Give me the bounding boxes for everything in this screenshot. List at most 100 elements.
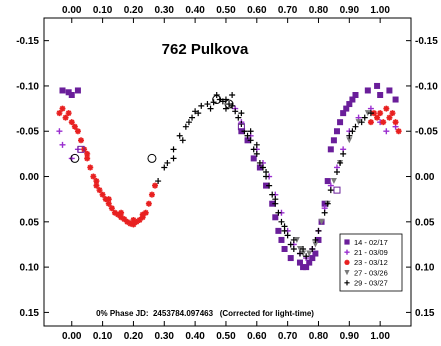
- x-tick-label-top-9: 0.90: [340, 5, 360, 16]
- y-tick-label-right-0: -0.15: [415, 36, 438, 47]
- x-tick-label-bottom-6: 0.60: [247, 331, 267, 342]
- data-point-s4-43: [340, 150, 347, 157]
- data-point-s4-40: [321, 209, 328, 216]
- data-point-s0-23: [312, 250, 319, 257]
- data-point-s4-3: [170, 146, 177, 153]
- data-point-s2-4: [68, 119, 75, 126]
- data-point-s2-14: [99, 191, 106, 198]
- data-point-s2-5: [71, 123, 78, 130]
- y-tick-label-left-0: -0.15: [16, 36, 39, 47]
- x-tick-label-bottom-4: 0.40: [185, 331, 205, 342]
- data-point-s5-0: [70, 153, 80, 163]
- data-point-s0-3: [74, 87, 81, 94]
- x-tick-label-bottom-1: 0.10: [93, 331, 113, 342]
- data-point-s2-43: [386, 114, 393, 121]
- data-point-s4-31: [278, 218, 285, 225]
- series-3: [293, 110, 371, 257]
- data-point-s2-41: [380, 119, 387, 126]
- data-point-s0-37: [256, 164, 263, 171]
- y-tick-label-right-3: 0.00: [415, 172, 435, 183]
- data-point-s4-21: [247, 137, 254, 144]
- x-tick-label-bottom-0: 0.00: [62, 331, 82, 342]
- x-tick-label-top-10: 1.00: [370, 5, 390, 16]
- data-point-s4-37: [303, 253, 310, 260]
- data-point-s4-23: [253, 150, 260, 157]
- x-tick-label-bottom-8: 0.80: [309, 331, 329, 342]
- data-point-s2-11: [90, 173, 97, 180]
- x-tick-label-bottom-5: 0.50: [216, 331, 236, 342]
- data-point-s4-38: [309, 246, 316, 252]
- data-point-s0-34: [238, 128, 245, 135]
- x-tick-label-bottom-2: 0.20: [124, 331, 144, 342]
- y-tick-label-right-4: 0.05: [415, 217, 435, 228]
- y-tick-label-left-2: -0.05: [16, 127, 39, 138]
- data-point-s4-15: [229, 102, 236, 109]
- data-point-s4-28: [269, 191, 276, 198]
- data-point-s0-26: [321, 200, 328, 207]
- data-point-s2-21: [121, 216, 128, 223]
- data-point-s4-67: [358, 119, 365, 126]
- data-point-s2-7: [78, 137, 85, 144]
- series-2: [56, 105, 402, 228]
- data-point-s2-37: [139, 211, 146, 218]
- legend-label-0: 14 - 02/17: [354, 238, 388, 247]
- data-point-s2-24: [130, 221, 137, 228]
- data-point-s2-16: [105, 200, 112, 207]
- data-point-s2-40: [377, 110, 384, 117]
- data-point-s4-68: [367, 110, 374, 117]
- data-point-s0-38: [263, 182, 270, 189]
- data-point-s4-52: [213, 92, 220, 98]
- series-5: [70, 95, 234, 163]
- data-point-s4-55: [238, 110, 245, 117]
- data-point-s2-34: [105, 196, 112, 203]
- data-point-s0-12: [340, 110, 347, 117]
- data-point-s4-45: [352, 123, 359, 130]
- data-point-s0-21: [306, 259, 313, 266]
- data-point-s2-36: [130, 217, 137, 224]
- x-tick-label-top-3: 0.30: [155, 5, 175, 16]
- data-point-s3-1: [296, 246, 303, 252]
- data-point-s3-5: [318, 218, 325, 225]
- data-point-s2-1: [59, 105, 66, 112]
- legend-label-2: 23 - 03/12: [354, 258, 388, 267]
- data-point-s2-20: [118, 214, 125, 221]
- phase-annotation: 0% Phase JD: 2453784.097463 (Corrected f…: [96, 309, 314, 318]
- data-point-s2-33: [93, 178, 100, 185]
- data-point-s2-10: [87, 164, 94, 171]
- data-point-s3-4: [312, 241, 319, 248]
- data-point-s4-50: [195, 110, 202, 117]
- data-point-s2-3: [65, 110, 72, 117]
- data-point-s0-22: [309, 255, 316, 262]
- data-point-s1-0: [56, 128, 63, 135]
- data-point-s0-2: [68, 92, 75, 98]
- data-point-s2-25: [133, 218, 140, 225]
- data-point-s4-34: [287, 241, 294, 248]
- x-tick-label-top-5: 0.50: [216, 5, 236, 16]
- data-point-s0-36: [250, 155, 257, 162]
- data-point-s2-38: [370, 110, 377, 117]
- data-point-s2-22: [124, 218, 131, 225]
- data-point-s2-15: [102, 196, 109, 203]
- data-point-s2-18: [111, 209, 118, 216]
- data-point-s5-3: [224, 99, 234, 109]
- data-point-s4-14: [226, 101, 233, 108]
- data-point-s2-35: [118, 209, 125, 216]
- data-point-s2-44: [389, 110, 396, 117]
- x-tick-label-top-6: 0.60: [247, 5, 267, 16]
- data-point-s3-3: [306, 250, 313, 257]
- data-point-s6-0: [77, 145, 85, 153]
- data-point-s4-16: [232, 108, 239, 115]
- data-point-s4-25: [259, 164, 266, 171]
- data-point-s0-35: [244, 137, 251, 144]
- data-point-s4-33: [284, 232, 291, 239]
- data-point-s0-0: [59, 87, 66, 94]
- data-point-s4-58: [263, 169, 270, 175]
- data-point-s2-47: [395, 128, 402, 135]
- legend-box: [339, 233, 403, 292]
- x-tick-label-bottom-9: 0.90: [340, 331, 360, 342]
- data-point-s0-4: [374, 82, 381, 89]
- data-point-s4-48: [179, 137, 186, 144]
- data-point-s3-0: [293, 236, 300, 243]
- x-tick-label-top-8: 0.80: [309, 5, 329, 16]
